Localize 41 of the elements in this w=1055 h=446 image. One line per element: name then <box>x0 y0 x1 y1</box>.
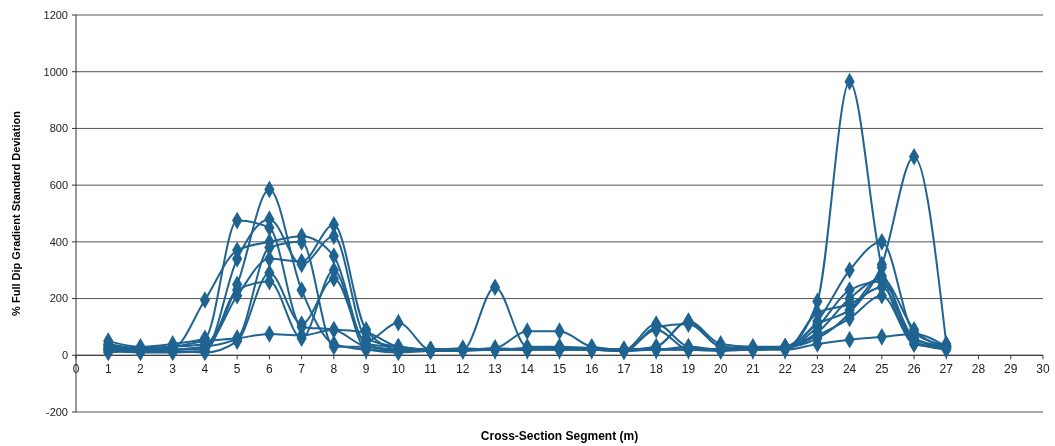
x-tick-label: 17 <box>617 362 631 377</box>
x-tick-label: 7 <box>298 362 306 377</box>
x-tick-label: 12 <box>456 362 470 377</box>
x-tick-label: 29 <box>1004 362 1018 377</box>
x-tick-label: 3 <box>169 362 177 377</box>
x-tick-label: 10 <box>391 362 406 377</box>
x-tick-label: 28 <box>971 362 986 377</box>
x-tick-label: 30 <box>1036 362 1050 377</box>
y-tick-label: 0 <box>61 349 68 362</box>
x-tick-label: 16 <box>585 362 599 377</box>
x-tick-label: 27 <box>939 362 954 377</box>
y-axis-title: % Full Dip Gradient Standard Deviation <box>10 110 22 316</box>
x-tick-label: 14 <box>520 362 535 377</box>
x-tick-label: 1 <box>104 362 112 377</box>
x-tick-label: 22 <box>778 362 793 377</box>
x-tick-label: 25 <box>875 362 889 377</box>
y-tick-label: 200 <box>49 292 68 305</box>
x-tick-label: 4 <box>201 362 209 377</box>
x-tick-label: 18 <box>649 362 664 377</box>
x-tick-label: 23 <box>810 362 825 377</box>
x-tick-label: 13 <box>488 362 503 377</box>
x-tick-label: 2 <box>137 362 145 377</box>
x-tick-label: 20 <box>713 362 728 377</box>
x-tick-label: 24 <box>842 362 857 377</box>
x-tick-label: 6 <box>266 362 274 377</box>
x-tick-label: 0 <box>72 362 80 377</box>
y-tick-label: 1000 <box>43 65 68 78</box>
x-tick-label: 11 <box>424 362 438 377</box>
x-tick-label: 21 <box>746 362 760 377</box>
y-tick-label: 800 <box>49 122 68 135</box>
x-tick-label: 5 <box>233 362 241 377</box>
y-tick-label: -200 <box>45 405 68 418</box>
x-axis-title: Cross-Section Segment (m) <box>480 429 639 443</box>
x-tick-label: 19 <box>681 362 696 377</box>
x-tick-label: 26 <box>907 362 922 377</box>
y-tick-label: 1200 <box>43 8 68 21</box>
y-tick-label: 600 <box>49 178 68 191</box>
x-tick-label: 15 <box>552 362 567 377</box>
x-tick-label: 9 <box>362 362 370 377</box>
x-tick-label: 8 <box>330 362 338 377</box>
y-tick-label: 400 <box>49 235 68 248</box>
